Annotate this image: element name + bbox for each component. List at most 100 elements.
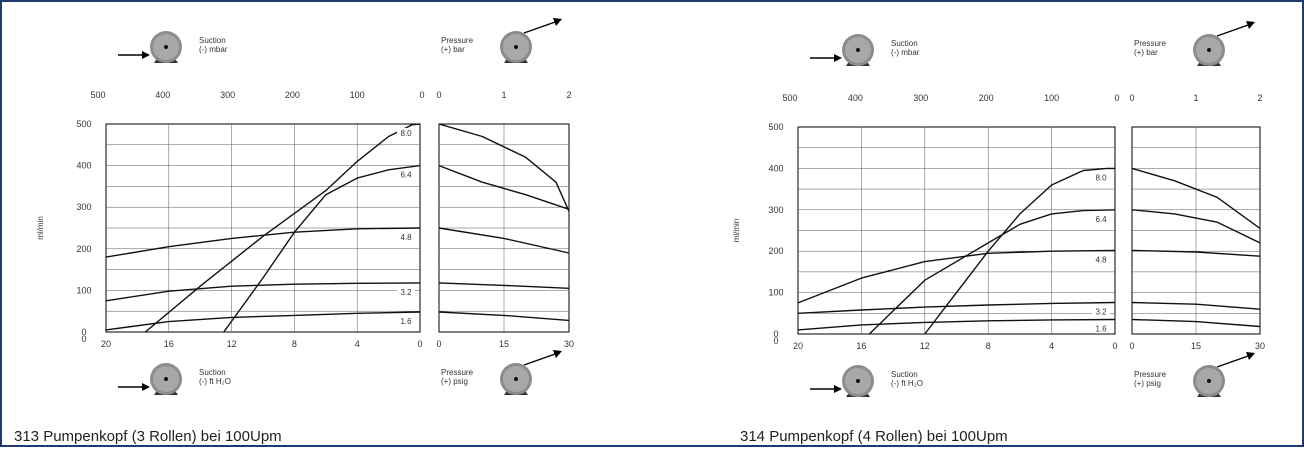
curve-label-bg — [1092, 172, 1110, 183]
pressure-curve-8.0 — [438, 123, 570, 212]
curve-label-bg — [1092, 323, 1110, 334]
curve-label-bg — [1092, 306, 1110, 317]
suction-top-pump-hub — [164, 45, 168, 49]
suction-top-label-line: (-) mbar — [891, 48, 920, 57]
suction-bottom-inlet-arrowhead — [142, 383, 150, 391]
psig-tick-label: 0 — [1129, 341, 1134, 351]
psig-tick-label: 30 — [1255, 341, 1265, 351]
suction-curve-8.0 — [924, 167, 1115, 335]
suction-bottom-pump-hub — [164, 377, 168, 381]
bar-tick-label: 1 — [1193, 93, 1198, 103]
ft-h2o-tick-label: 16 — [164, 339, 174, 349]
series-1-6: 1.6 — [797, 318, 1261, 334]
curve-label: 4.8 — [1095, 255, 1107, 264]
chart-caption: 313 Pumpenkopf (3 Rollen) bei 100Upm — [14, 428, 282, 445]
suction-panel — [797, 126, 1116, 335]
psig-tick-label: 30 — [564, 339, 574, 349]
series-8-0: 8.0 — [924, 167, 1261, 335]
ft-h2o-tick-label: 4 — [355, 339, 360, 349]
suction-curve-3.2 — [105, 282, 421, 302]
curve-label-bg — [397, 286, 415, 297]
psig-tick-label: 15 — [1191, 341, 1201, 351]
suction-bottom-inlet-arrowhead — [834, 385, 842, 393]
pressure-curve-3.2 — [438, 282, 570, 289]
pressure-top-label-line: Pressure — [441, 36, 474, 45]
series-6-4: 6.4 — [868, 209, 1261, 335]
suction-bottom-pump-icon — [118, 363, 182, 395]
chart-caption: 314 Pumpenkopf (4 Rollen) bei 100Upm — [740, 428, 1008, 445]
pressure-top-outlet-arrow-line — [1216, 23, 1252, 37]
mbar-tick-label: 200 — [979, 93, 994, 103]
pressure-top-label-line: Pressure — [1134, 39, 1167, 48]
pressure-curve-6.4 — [438, 164, 570, 210]
y-tick-label: 400 — [76, 161, 91, 171]
pressure-top-pump-hub — [1207, 48, 1211, 52]
curve-label-bg — [1092, 213, 1110, 224]
mbar-tick-label: 300 — [913, 93, 928, 103]
curve-label: 8.0 — [1095, 173, 1107, 182]
suction-bottom-label-line: (-) ft H₂O — [891, 379, 923, 388]
mbar-tick-label: 500 — [90, 90, 105, 100]
suction-bottom-pump-icon — [810, 365, 874, 397]
ft-h2o-tick-label: 20 — [793, 341, 803, 351]
series-3-2: 3.2 — [105, 282, 570, 302]
pressure-curve-4.8 — [438, 227, 570, 254]
pressure-top-pump-hub — [514, 45, 518, 49]
suction-bottom-pump-hub — [856, 379, 860, 383]
pressure-curve-8.0 — [1131, 167, 1261, 229]
suction-curve-6.4 — [223, 164, 421, 333]
pressure-bottom-label-line: (+) psig — [441, 377, 468, 386]
y-tick-label: 100 — [768, 288, 783, 298]
series-4-8: 4.8 — [797, 249, 1261, 304]
y-tick-label: 200 — [768, 246, 783, 256]
pressure-bottom-outlet-arrow-line — [1216, 354, 1252, 368]
curve-label: 6.4 — [1095, 215, 1107, 224]
suction-top-inlet-arrowhead — [142, 51, 150, 59]
y-axis-label: ml/min — [36, 216, 45, 240]
pressure-top-pump-icon — [1193, 21, 1255, 66]
mbar-tick-label: 400 — [848, 93, 863, 103]
curve-label-bg — [397, 128, 415, 138]
mbar-tick-label: 0 — [419, 90, 424, 100]
suction-curve-6.4 — [868, 209, 1116, 335]
suction-top-label-line: Suction — [891, 39, 918, 48]
pressure-bottom-label-line: (+) psig — [1134, 379, 1161, 388]
curve-label: 6.4 — [400, 171, 412, 180]
bar-tick-label: 2 — [566, 90, 571, 100]
suction-top-label-line: Suction — [199, 36, 226, 45]
bar-tick-label: 0 — [436, 90, 441, 100]
pressure-bottom-pump-hub — [514, 377, 518, 381]
ft-h2o-tick-label: 0 — [417, 339, 422, 349]
suction-bottom-label-line: Suction — [891, 370, 918, 379]
pressure-bottom-outlet-arrow-line — [523, 352, 559, 366]
curve-label-bg — [397, 316, 415, 327]
pressure-top-label-line: (+) bar — [1134, 48, 1158, 57]
bar-tick-label: 1 — [501, 90, 506, 100]
suction-top-pump-icon — [810, 34, 874, 66]
mbar-tick-label: 500 — [782, 93, 797, 103]
mbar-tick-label: 200 — [285, 90, 300, 100]
y-tick-label: 500 — [768, 122, 783, 132]
pressure-curve-4.8 — [1131, 249, 1261, 257]
suction-curve-3.2 — [797, 301, 1116, 314]
bar-tick-label: 2 — [1257, 93, 1262, 103]
bar-tick-label: 0 — [1129, 93, 1134, 103]
curve-label-bg — [397, 169, 415, 180]
suction-curve-8.0 — [144, 123, 421, 333]
suction-top-inlet-arrowhead — [834, 54, 842, 62]
pressure-bottom-outlet-arrowhead — [1246, 352, 1255, 360]
y-tick-label: 500 — [76, 119, 91, 129]
ft-h2o-tick-label: 12 — [227, 339, 237, 349]
y-axis-label: ml/min — [732, 219, 741, 243]
y-tick-label: 300 — [768, 205, 783, 215]
mbar-tick-label: 100 — [1044, 93, 1059, 103]
curve-label: 8.0 — [400, 129, 412, 138]
mbar-tick-label: 300 — [220, 90, 235, 100]
pressure-bottom-pump-icon — [1193, 352, 1255, 397]
pressure-bottom-pump-hub — [1207, 379, 1211, 383]
curve-label: 3.2 — [1095, 308, 1107, 317]
curve-label: 4.8 — [400, 233, 412, 242]
